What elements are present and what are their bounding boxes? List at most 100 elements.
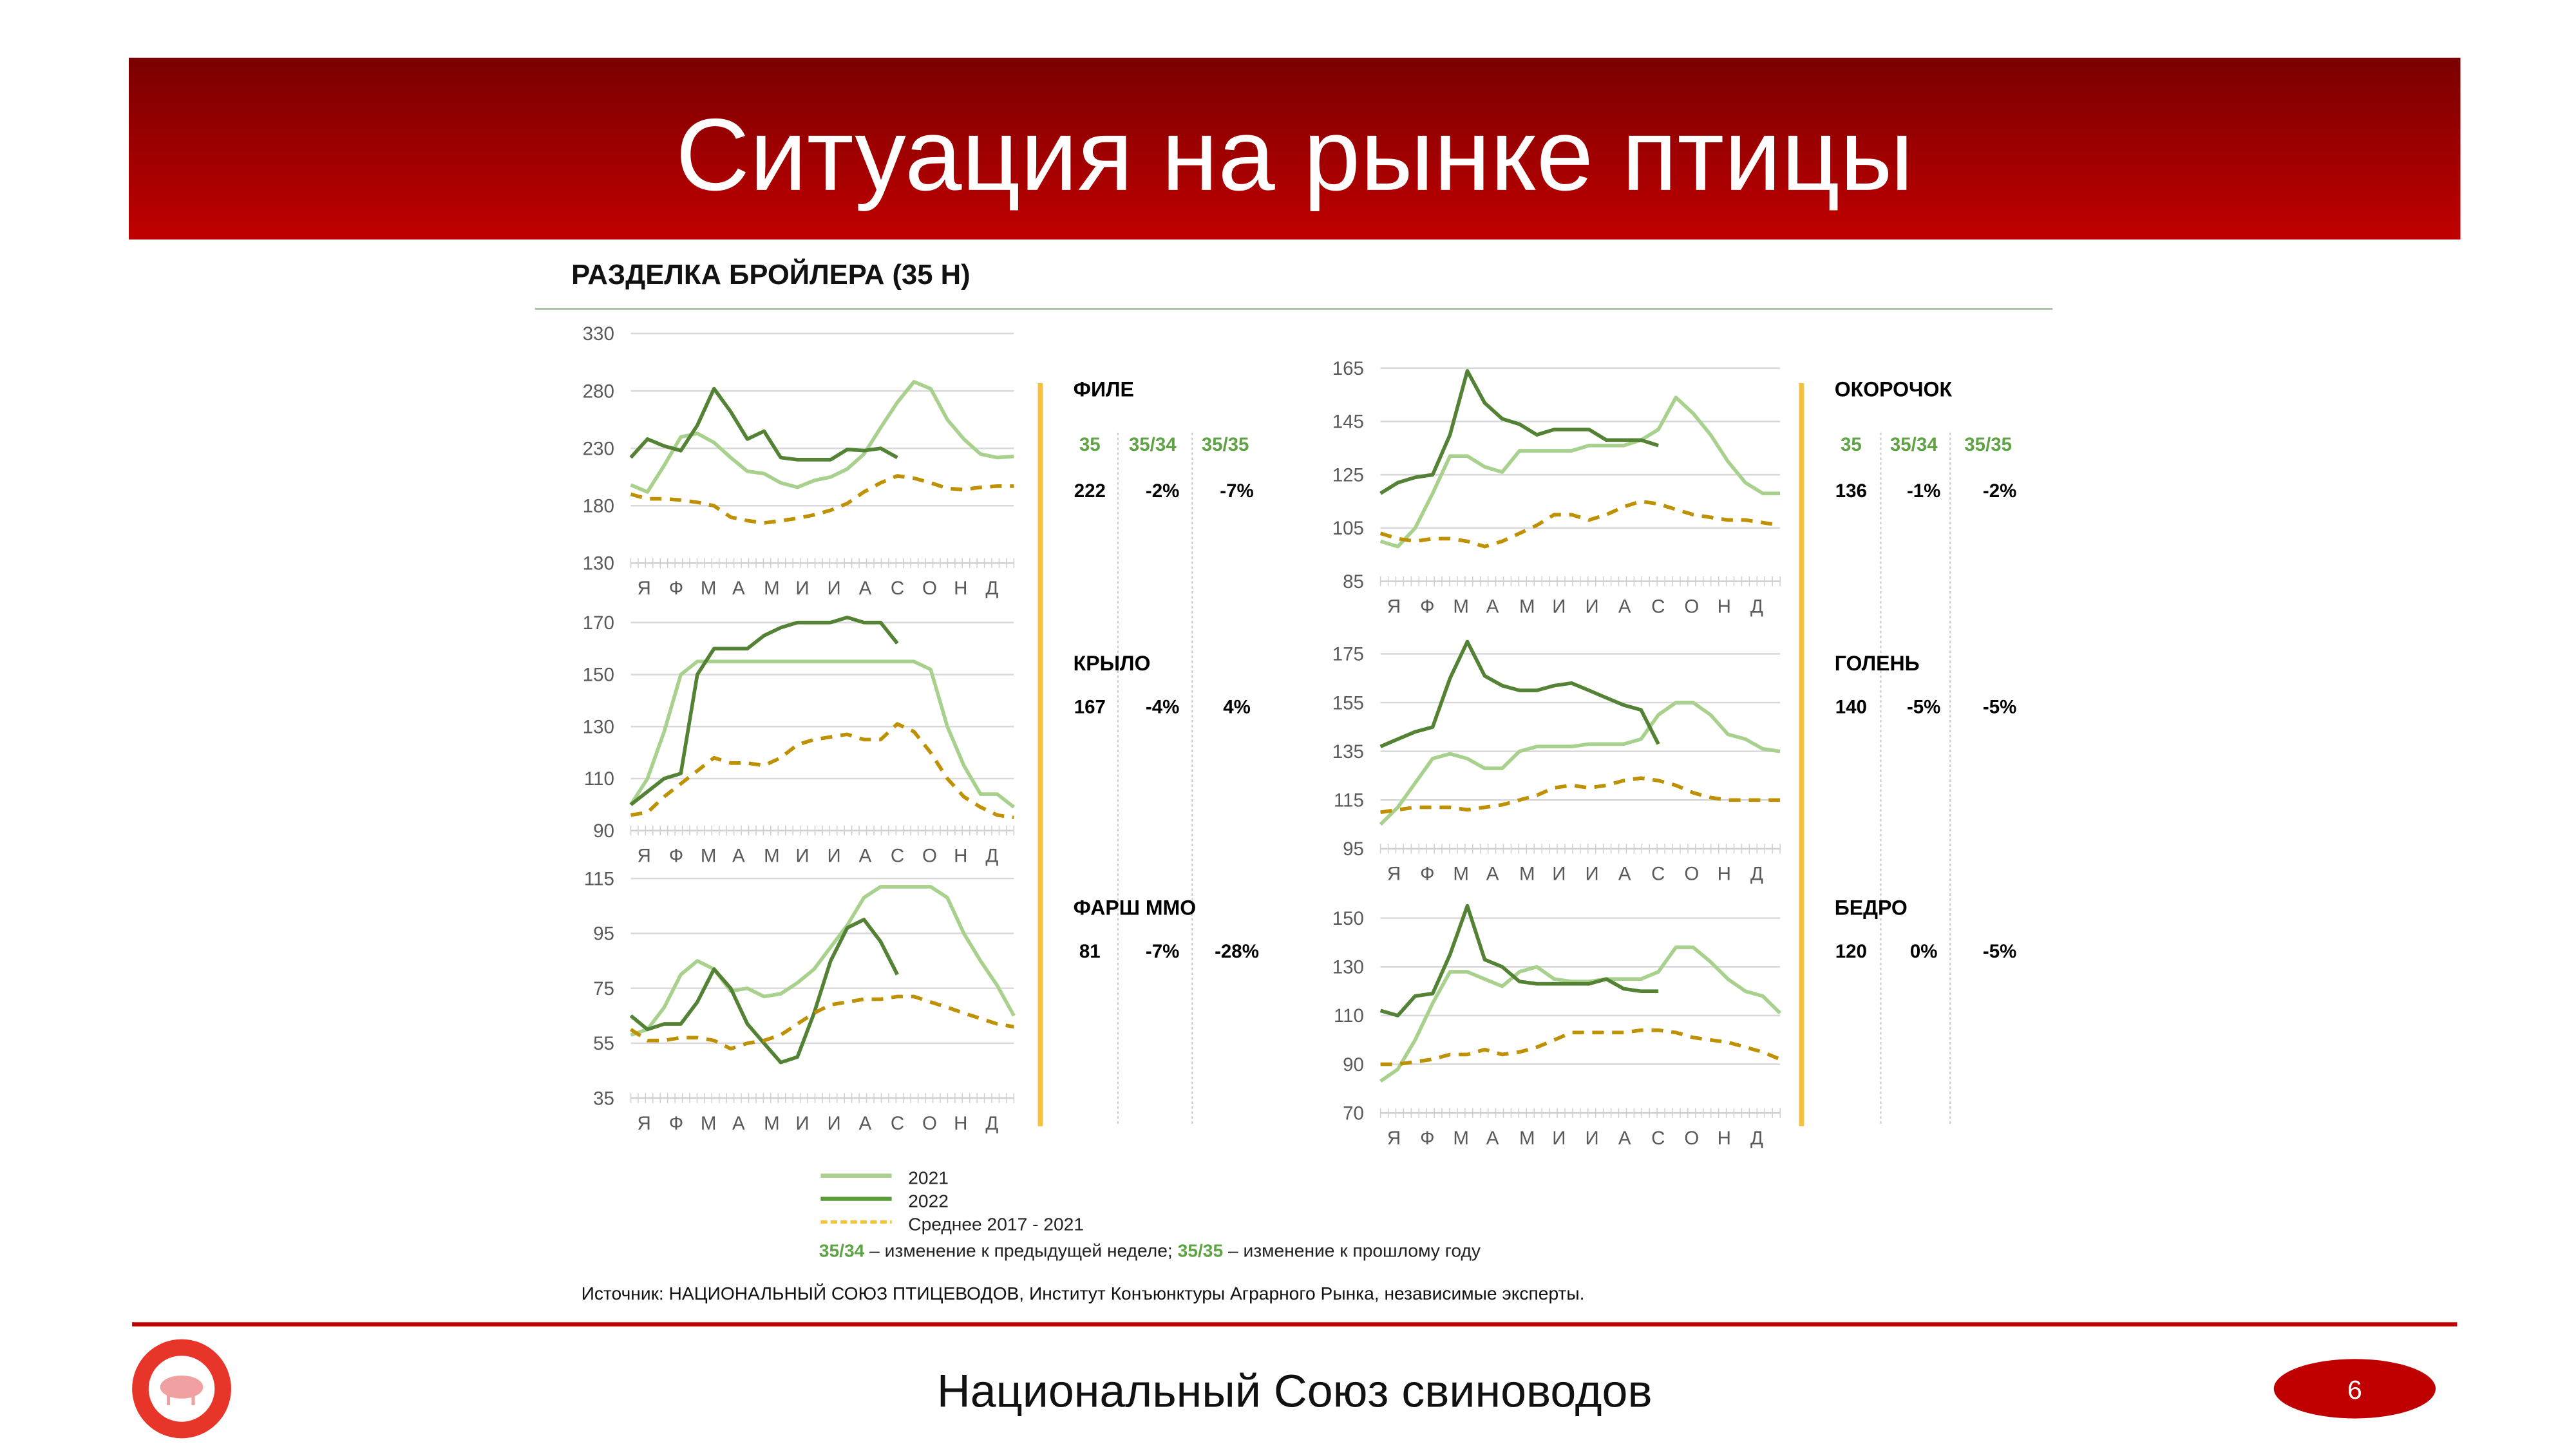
info-header-yoy: 35/35 (1202, 434, 1249, 455)
info-yoy: 4% (1223, 697, 1251, 718)
y-tick-label: 35 (593, 1088, 614, 1109)
x-tick-label: Н (1718, 1128, 1731, 1149)
x-tick-label: Д (985, 845, 998, 866)
info-wow: -4% (1146, 697, 1179, 718)
info-title: ОКОРОЧОК (1835, 377, 1953, 401)
info-yoy: -7% (1220, 480, 1253, 502)
x-tick-label: Я (1387, 1128, 1401, 1149)
x-tick-label: С (1651, 596, 1665, 617)
y-tick-label: 150 (1332, 908, 1364, 929)
info-wow: 0% (1910, 941, 1938, 962)
info-value: 81 (1079, 941, 1101, 962)
y-tick-label: 105 (1332, 518, 1364, 539)
x-tick-label: Ф (1420, 864, 1434, 885)
series-2022-line (1379, 639, 1660, 748)
x-tick-label: И (795, 845, 809, 866)
y-tick-label: 55 (593, 1033, 614, 1054)
x-tick-label: И (795, 1113, 809, 1134)
logo (132, 1339, 231, 1439)
info-wow: -5% (1907, 697, 1940, 718)
x-tick-label: А (1618, 596, 1631, 617)
x-tick-label: Ф (669, 845, 683, 866)
x-tick-label: Н (954, 578, 967, 599)
note-key-yoy: 35/35 (1178, 1240, 1224, 1260)
x-tick-label: Я (1387, 864, 1401, 885)
info-panel-4: ОКОРОЧОК 136 -1% -2% (1835, 377, 2017, 501)
series-2021-line (630, 379, 1014, 494)
series-average-line (1379, 499, 1781, 549)
y-tick-label: 90 (1343, 1054, 1364, 1075)
x-tick-label: А (732, 578, 745, 599)
x-axis (1379, 844, 1781, 854)
x-tick-label: А (1618, 864, 1631, 885)
x-tick-label: О (922, 845, 937, 866)
info-title: ГОЛЕНЬ (1835, 652, 1920, 675)
x-tick-label: И (828, 1113, 841, 1134)
x-tick-label: А (732, 1113, 745, 1134)
series-average-line (630, 474, 1014, 525)
y-tick-label: 175 (1332, 644, 1364, 665)
info-panel-5: ГОЛЕНЬ 140 -5% -5% (1835, 652, 2017, 718)
x-tick-label: М (701, 1113, 717, 1134)
info-value: 140 (1835, 697, 1867, 718)
x-tick-label: М (764, 845, 780, 866)
series-average-line (1380, 1028, 1781, 1066)
series-average-line (1380, 776, 1781, 815)
x-tick-label: М (1519, 596, 1535, 617)
x-tick-label: С (891, 845, 904, 866)
series-2022-line (1379, 369, 1659, 495)
info-title: ФАРШ ММО (1074, 896, 1197, 920)
x-tick-label: Д (1750, 596, 1763, 617)
y-tick-label: 130 (1332, 957, 1364, 978)
y-tick-label: 110 (1334, 1005, 1364, 1027)
info-yoy: -28% (1215, 941, 1259, 962)
note-text-wow: – изменение к предыдущей неделе; (864, 1240, 1177, 1260)
x-tick-label: И (1586, 864, 1599, 885)
info-value: 120 (1835, 941, 1867, 962)
x-tick-label: Н (1718, 596, 1731, 617)
info-header-wow: 35/34 (1890, 434, 1938, 455)
info-panel-2: КРЫЛО 167 -4% 4% (1074, 652, 1251, 718)
y-tick-label: 75 (593, 978, 614, 999)
info-value: 222 (1074, 480, 1106, 502)
y-tick-label: 115 (584, 868, 614, 889)
y-tick-label: 280 (583, 381, 614, 402)
x-tick-label: И (1552, 1128, 1566, 1149)
x-tick-label: И (828, 845, 841, 866)
page-number-badge (2273, 1359, 2436, 1419)
y-tick-label: 70 (1343, 1103, 1364, 1124)
info-title: КРЫЛО (1074, 652, 1151, 675)
y-tick-label: 155 (1332, 692, 1364, 714)
info-wow: -2% (1146, 480, 1179, 502)
x-tick-label: А (1486, 1128, 1499, 1149)
x-tick-label: С (1651, 1128, 1665, 1149)
y-tick-label: 145 (1332, 412, 1364, 433)
x-tick-label: М (1453, 1128, 1469, 1149)
note-key-wow: 35/34 (819, 1240, 865, 1260)
series-2021-line (1379, 395, 1781, 549)
info-wow: -1% (1907, 480, 1940, 502)
x-tick-label: М (1519, 864, 1535, 885)
x-tick-label: Н (954, 845, 967, 866)
x-tick-label: И (828, 578, 841, 599)
slide-title: Ситуация на рынке птицы (676, 97, 1913, 212)
y-tick-label: 110 (584, 768, 614, 790)
x-tick-label: О (1684, 864, 1699, 885)
x-tick-label: Ф (669, 1113, 683, 1134)
x-tick-label: И (1586, 596, 1599, 617)
info-title: БЕДРО (1835, 896, 1908, 920)
x-tick-label: Н (1718, 864, 1731, 885)
page-number: 6 (2347, 1375, 2362, 1405)
series-average-line (630, 722, 1014, 820)
x-tick-label: Я (638, 1113, 651, 1134)
x-tick-label: М (1453, 596, 1469, 617)
series-2021-line (629, 659, 1016, 809)
x-tick-label: М (701, 578, 717, 599)
note-text-yoy: – изменение к прошлому году (1223, 1240, 1481, 1260)
y-tick-label: 330 (583, 323, 614, 345)
x-tick-label: Я (638, 578, 651, 599)
